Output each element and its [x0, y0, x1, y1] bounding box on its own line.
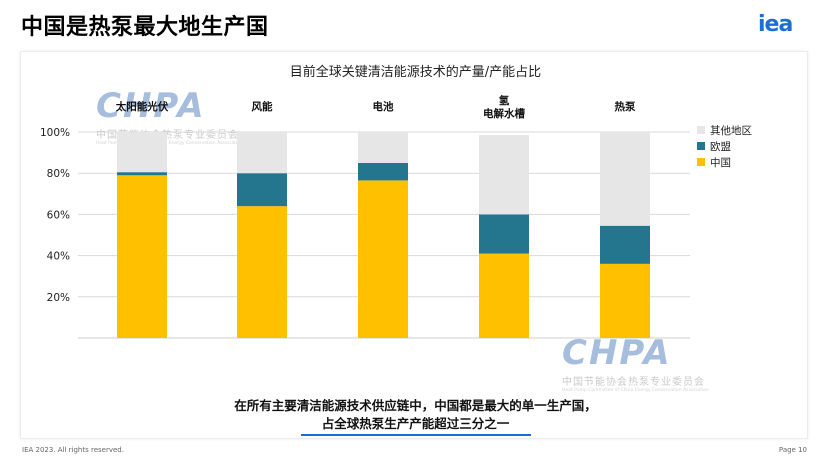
- bar-segment: [117, 132, 167, 173]
- bar-segment: [117, 175, 167, 338]
- watermark-bottom: CHPA 中国节能协会热泵专业委员会 Heat Pump Committee o…: [562, 333, 709, 393]
- slide-title: 中国是热泵最大地生产国: [21, 15, 269, 40]
- bar-segment: [237, 132, 287, 174]
- y-tick-label: 60%: [47, 209, 70, 221]
- bar-segment: [237, 206, 287, 338]
- bar-segment: [117, 172, 167, 176]
- bar-segment: [358, 162, 408, 181]
- bar-segment: [479, 214, 529, 254]
- legend-label: 其他地区: [710, 124, 752, 137]
- legend-label: 欧盟: [710, 141, 731, 153]
- bar-segment: [358, 132, 408, 163]
- bar-segment: [600, 225, 650, 264]
- footer-copyright: IEA 2023. All rights reserved.: [22, 446, 124, 454]
- footer-page-number: Page 10: [778, 446, 807, 454]
- category-label: 风能: [252, 100, 273, 113]
- category-label: 氢: [499, 94, 510, 107]
- caption-line-1: 在所有主要清洁能源技术供应链中，中国都是最大的单一生产国，: [234, 398, 597, 413]
- category-label: 太阳能光伏: [115, 100, 169, 113]
- bar-segment: [600, 132, 650, 226]
- watermark-brand: CHPA: [96, 86, 206, 126]
- caption-line-2: 占全球热泵生产产能超过三分之一: [321, 416, 510, 431]
- watermark-brand-2: CHPA: [562, 333, 672, 373]
- legend-swatch: [697, 142, 705, 150]
- watermark-en: Heat Pump Committee of China Energy Cons…: [96, 141, 243, 146]
- watermark-top: CHPA 中国节能协会热泵专业委员会 Heat Pump Committee o…: [96, 86, 243, 146]
- legend-swatch: [697, 158, 705, 166]
- category-sublabel: 电解水槽: [483, 107, 525, 120]
- legend-swatch: [697, 126, 705, 134]
- caption-underline: [301, 434, 531, 436]
- iea-logo: iea: [758, 12, 793, 37]
- chart-title: 目前全球关键清洁能源技术的产量/产能占比: [289, 65, 542, 80]
- bar-segment: [479, 135, 529, 215]
- bar-segment: [600, 263, 650, 338]
- bar-segment: [358, 180, 408, 338]
- y-tick-label: 80%: [47, 168, 70, 180]
- legend-label: 中国: [710, 156, 731, 169]
- category-label: 热泵: [615, 100, 636, 113]
- bar-segment: [237, 173, 287, 207]
- y-tick-label: 100%: [40, 127, 70, 139]
- watermark-cn: 中国节能协会热泵专业委员会: [96, 130, 239, 141]
- y-tick-label: 20%: [47, 292, 70, 304]
- bar-segment: [479, 253, 529, 338]
- watermark-en-2: Heat Pump Committee of China Energy Cons…: [562, 388, 709, 393]
- y-tick-label: 40%: [47, 251, 70, 263]
- category-label: 电池: [373, 100, 394, 113]
- watermark-cn-2: 中国节能协会热泵专业委员会: [562, 377, 705, 388]
